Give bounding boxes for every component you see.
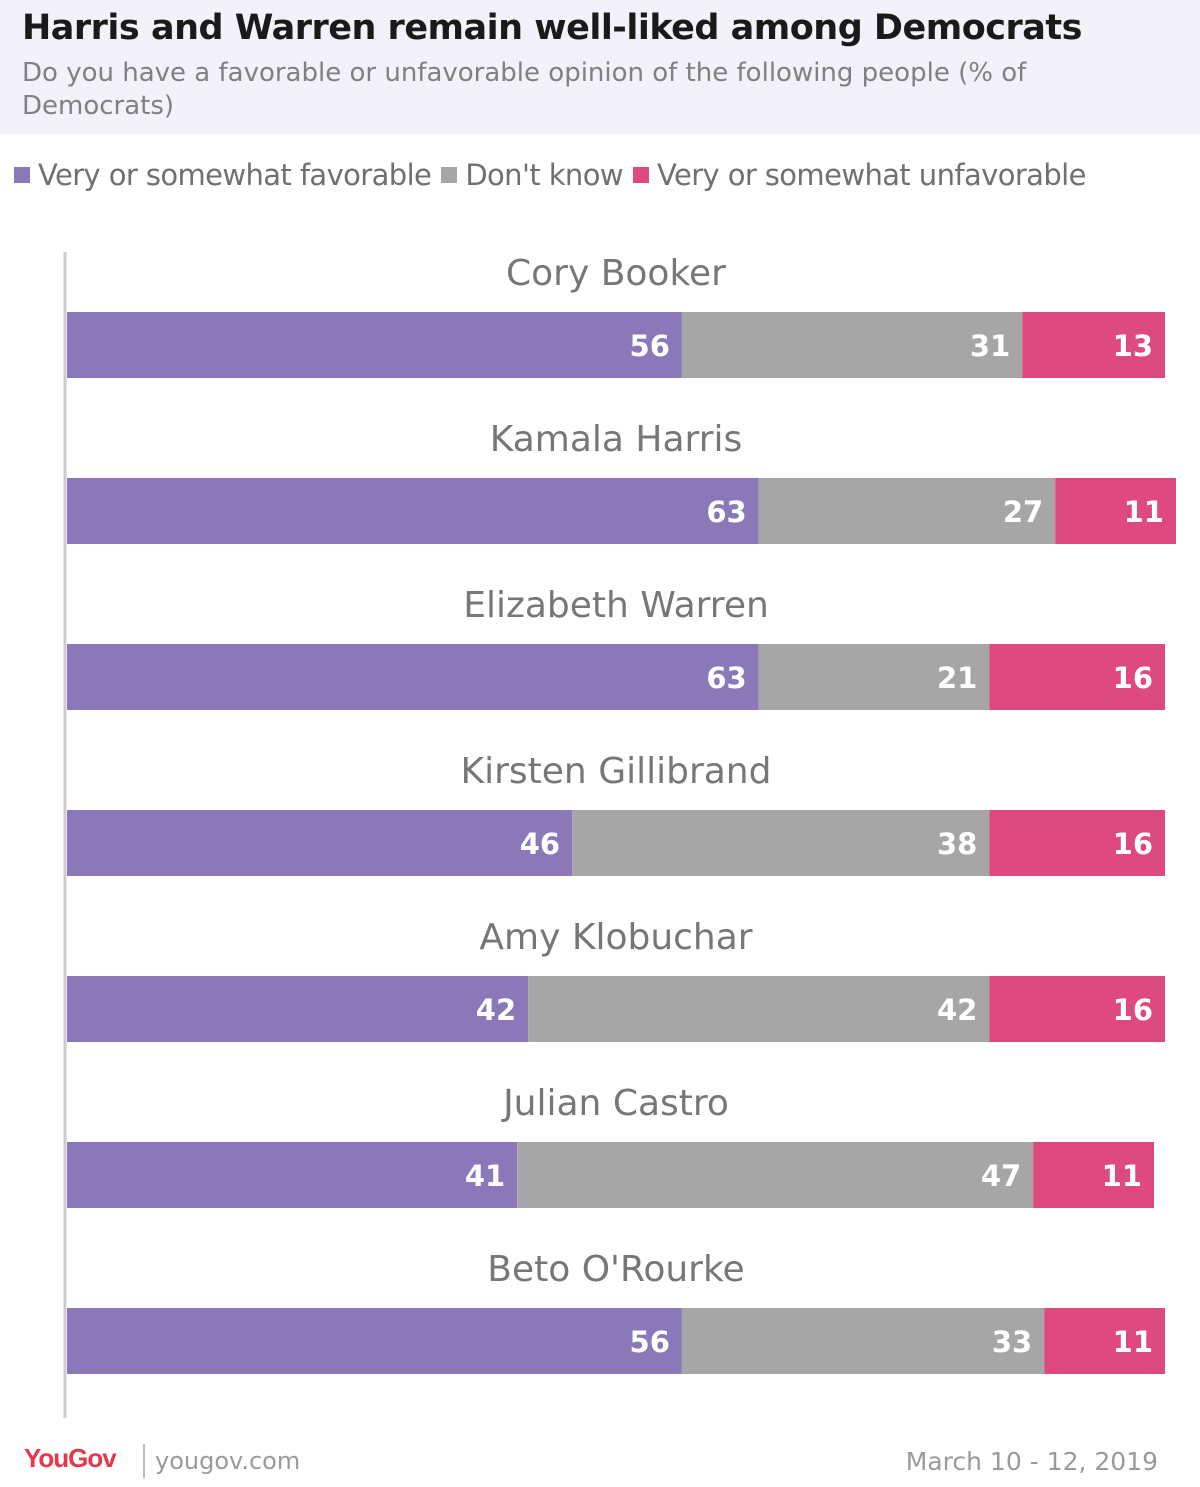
legend-swatch-dont-know: [441, 167, 458, 183]
legend: Very or somewhat favorable Don't know Ve…: [14, 158, 1200, 192]
chart-subtitle: Do you have a favorable or unfavorable o…: [22, 58, 1027, 121]
category-label-amy-klobuchar: Amy Klobuchar: [479, 917, 752, 958]
bar-segment-elizabeth-warren-very-or-somewhat-favorable: [67, 644, 759, 710]
category-label-elizabeth-warren: Elizabeth Warren: [463, 585, 769, 626]
data-label-kirsten-gillibrand-very-or-somewhat-unfavorable: 16: [1113, 827, 1153, 861]
bar-segment-kamala-harris-very-or-somewhat-unfavorable: [1055, 478, 1176, 544]
legend-label-favorable: Very or somewhat favorable: [38, 158, 432, 192]
legend-item-favorable: Very or somewhat favorable: [14, 158, 432, 192]
data-label-julian-castro-very-or-somewhat-unfavorable: 11: [1102, 1159, 1142, 1193]
data-label-beto-o-rourke-very-or-somewhat-unfavorable: 11: [1113, 1325, 1153, 1359]
bar-segment-kirsten-gillibrand-very-or-somewhat-favorable: [67, 810, 573, 876]
bar-segment-beto-o-rourke-don-t-know: [681, 1308, 1045, 1374]
legend-label-dont-know: Don't know: [465, 158, 623, 192]
chart-title: Harris and Warren remain well-liked amon…: [22, 8, 1082, 48]
data-label-beto-o-rourke-very-or-somewhat-favorable: 56: [630, 1325, 670, 1359]
footer-divider: [143, 1444, 145, 1478]
data-label-kamala-harris-very-or-somewhat-unfavorable: 11: [1124, 495, 1164, 529]
bar-segment-kamala-harris-very-or-somewhat-favorable: [67, 478, 759, 544]
data-label-julian-castro-very-or-somewhat-favorable: 41: [465, 1159, 505, 1193]
bar-segment-cory-booker-don-t-know: [681, 312, 1023, 378]
data-label-elizabeth-warren-don-t-know: 21: [937, 661, 977, 695]
bar-segment-beto-o-rourke-very-or-somewhat-favorable: [67, 1308, 682, 1374]
header-band: Harris and Warren remain well-liked amon…: [0, 0, 1200, 134]
yougov-logo: YouGov: [24, 1443, 117, 1473]
bar-segment-elizabeth-warren-very-or-somewhat-unfavorable: [989, 644, 1165, 710]
data-label-kamala-harris-very-or-somewhat-favorable: 63: [706, 495, 746, 529]
footer-url: yougov.com: [155, 1447, 301, 1475]
legend-item-unfavorable: Very or somewhat unfavorable: [632, 158, 1086, 192]
data-label-elizabeth-warren-very-or-somewhat-favorable: 63: [706, 661, 746, 695]
bar-segment-amy-klobuchar-very-or-somewhat-unfavorable: [989, 976, 1165, 1042]
bar-segment-kirsten-gillibrand-very-or-somewhat-unfavorable: [989, 810, 1165, 876]
bar-segment-beto-o-rourke-very-or-somewhat-unfavorable: [1044, 1308, 1165, 1374]
data-label-elizabeth-warren-very-or-somewhat-unfavorable: 16: [1113, 661, 1153, 695]
data-label-beto-o-rourke-don-t-know: 33: [992, 1325, 1032, 1359]
data-label-amy-klobuchar-very-or-somewhat-unfavorable: 16: [1113, 993, 1153, 1027]
data-label-julian-castro-don-t-know: 47: [981, 1159, 1021, 1193]
bar-segment-amy-klobuchar-very-or-somewhat-favorable: [67, 976, 529, 1042]
bar-segment-cory-booker-very-or-somewhat-unfavorable: [1022, 312, 1165, 378]
category-label-julian-castro: Julian Castro: [501, 1083, 729, 1124]
bar-segment-julian-castro-don-t-know: [517, 1142, 1034, 1208]
legend-label-unfavorable: Very or somewhat unfavorable: [656, 158, 1086, 192]
bar-segment-julian-castro-very-or-somewhat-unfavorable: [1033, 1142, 1155, 1208]
bar-segment-amy-klobuchar-don-t-know: [528, 976, 990, 1042]
data-label-cory-booker-very-or-somewhat-favorable: 56: [630, 329, 670, 363]
category-label-kamala-harris: Kamala Harris: [490, 419, 743, 460]
bar-segment-julian-castro-very-or-somewhat-favorable: [67, 1142, 518, 1208]
bar-segment-kirsten-gillibrand-don-t-know: [572, 810, 990, 876]
data-label-cory-booker-don-t-know: 31: [970, 329, 1010, 363]
data-label-kamala-harris-don-t-know: 27: [1003, 495, 1043, 529]
data-label-kirsten-gillibrand-very-or-somewhat-favorable: 46: [520, 827, 560, 861]
bar-segment-cory-booker-very-or-somewhat-favorable: [67, 312, 682, 378]
bar-segment-elizabeth-warren-don-t-know: [758, 644, 990, 710]
bar-segment-kamala-harris-don-t-know: [758, 478, 1056, 544]
legend-swatch-favorable: [14, 167, 30, 183]
survey-date: March 10 - 12, 2019: [905, 1447, 1158, 1476]
data-label-amy-klobuchar-very-or-somewhat-favorable: 42: [476, 993, 516, 1027]
legend-item-dont-know: Don't know: [441, 158, 624, 192]
category-label-beto-o-rourke: Beto O'Rourke: [487, 1249, 744, 1290]
category-label-kirsten-gillibrand: Kirsten Gillibrand: [461, 751, 772, 792]
category-label-cory-booker: Cory Booker: [506, 253, 726, 294]
data-label-amy-klobuchar-don-t-know: 42: [937, 993, 977, 1027]
data-label-kirsten-gillibrand-don-t-know: 38: [937, 827, 977, 861]
data-label-cory-booker-very-or-somewhat-unfavorable: 13: [1113, 329, 1153, 363]
legend-swatch-unfavorable: [632, 167, 649, 183]
stacked-bar-chart: Cory Booker 56 31 13 Kamala Harris 63 27 11 Eliz…: [63, 252, 1176, 1418]
